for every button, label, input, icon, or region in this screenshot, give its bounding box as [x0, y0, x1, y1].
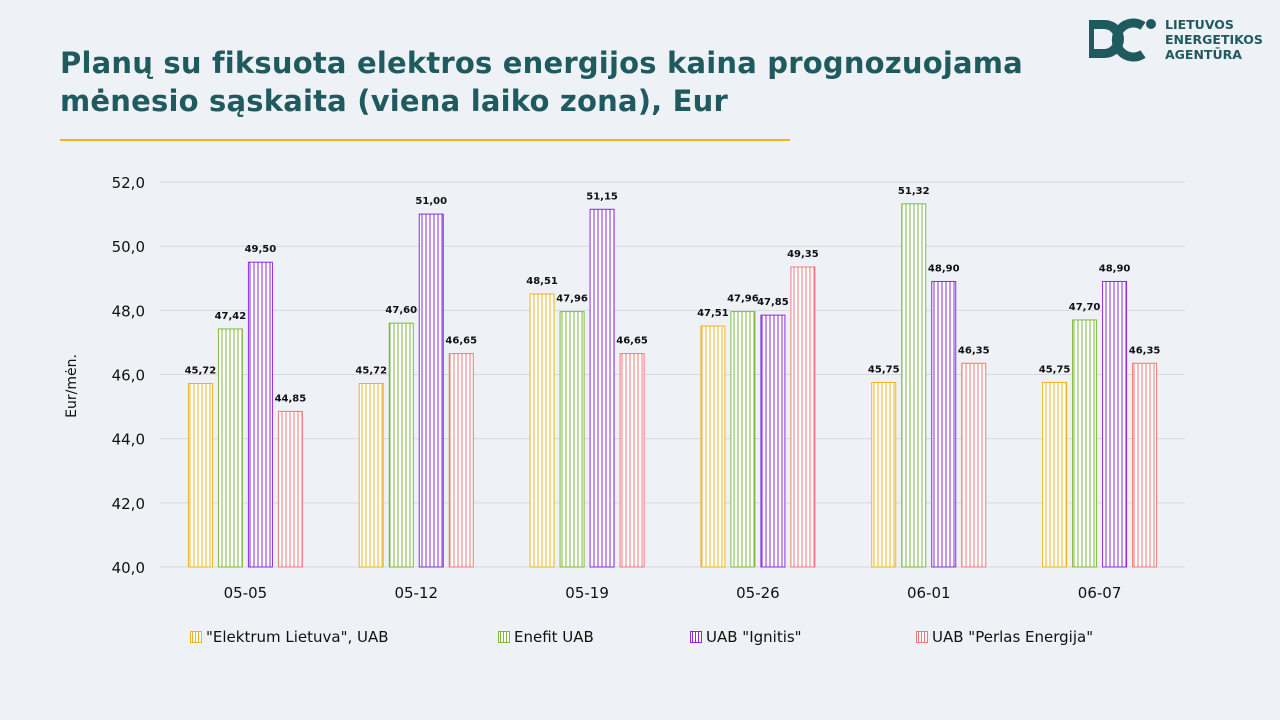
- legend-label: "Elektrum Lietuva", UAB: [206, 628, 389, 646]
- page-title: Planų su fiksuota elektros energijos kai…: [60, 44, 1023, 120]
- y-tick-label: 44,0: [112, 431, 145, 449]
- data-labels: 45,72 47,42 49,50 44,85 45,72 47,60 51,00 46,65…: [185, 186, 1161, 405]
- legend-item: UAB "Ignitis": [690, 628, 802, 646]
- y-tick-label: 52,0: [112, 174, 145, 192]
- data-label: 45,72: [355, 365, 387, 376]
- logo-line-3: AGENTŪRA: [1165, 46, 1242, 62]
- y-tick-label: 40,0: [112, 559, 145, 577]
- data-label: 46,35: [1129, 345, 1161, 356]
- bar: [358, 382, 384, 568]
- data-label: 47,96: [556, 294, 588, 305]
- legend-item: Enefit UAB: [498, 628, 594, 646]
- y-tick-label: 46,0: [112, 367, 145, 385]
- grid-lines: [160, 181, 1185, 568]
- bar: [1132, 362, 1158, 568]
- data-label: 47,51: [697, 308, 729, 319]
- data-label: 46,35: [958, 345, 990, 356]
- bar: [247, 261, 273, 568]
- legend-label: UAB "Ignitis": [706, 628, 802, 646]
- legend-label: UAB "Perlas Energija": [932, 628, 1094, 646]
- legend-swatch: [190, 631, 202, 643]
- data-label: 49,35: [787, 249, 819, 260]
- bar: [448, 353, 474, 568]
- legend-swatch: [916, 631, 928, 643]
- data-label: 47,42: [215, 311, 247, 322]
- x-tick-label: 05-26: [736, 584, 780, 602]
- y-tick-label: 48,0: [112, 302, 145, 320]
- bar: [1072, 319, 1098, 568]
- bar: [871, 382, 897, 568]
- bar: [961, 362, 987, 568]
- data-label: 51,00: [415, 196, 447, 207]
- bar: [418, 213, 444, 568]
- legend-swatch: [498, 631, 510, 643]
- data-label: 45,72: [185, 365, 217, 376]
- legend-swatch: [690, 631, 702, 643]
- bar: [277, 410, 303, 568]
- bar: [931, 280, 957, 568]
- x-tick-label: 05-19: [565, 584, 609, 602]
- data-label: 46,65: [616, 336, 648, 347]
- bar: [619, 353, 645, 568]
- data-label: 48,90: [928, 263, 960, 274]
- x-tick-label: 06-01: [907, 584, 951, 602]
- y-tick-label: 50,0: [112, 238, 145, 256]
- bar: [559, 311, 585, 568]
- bar: [529, 293, 555, 568]
- legend-item: "Elektrum Lietuva", UAB: [190, 628, 389, 646]
- data-label: 47,70: [1069, 302, 1101, 313]
- data-label: 45,75: [1039, 365, 1071, 376]
- data-label: 48,51: [526, 276, 558, 287]
- title-underline: [60, 139, 790, 141]
- bar: [217, 328, 243, 568]
- bar: [700, 325, 726, 568]
- y-tick-label: 42,0: [112, 495, 145, 513]
- data-label: 47,85: [757, 297, 789, 308]
- data-label: 49,50: [245, 244, 277, 255]
- title-line-1: Planų su fiksuota elektros energijos kai…: [60, 46, 1023, 80]
- title-line-2: mėnesio sąskaita (viena laiko zona), Eur: [60, 84, 729, 118]
- bar: [790, 266, 816, 568]
- data-label: 48,90: [1099, 263, 1131, 274]
- data-label: 51,32: [898, 186, 930, 197]
- bar: [1042, 382, 1068, 568]
- data-label: 45,75: [868, 365, 900, 376]
- bar: [1102, 280, 1128, 568]
- logo-mark-icon: [1089, 18, 1156, 62]
- data-label: 51,15: [586, 191, 618, 202]
- logo-text: LIETUVOS ENERGETIKOS AGENTŪRA: [1165, 17, 1263, 62]
- data-label: 44,85: [275, 393, 307, 404]
- bars: [187, 203, 1158, 568]
- logo-line-2: ENERGETIKOS: [1165, 31, 1263, 47]
- logo-line-1: LIETUVOS: [1165, 16, 1234, 32]
- data-label: 46,65: [445, 336, 477, 347]
- bar: [187, 382, 213, 568]
- x-tick-label: 05-12: [394, 584, 438, 602]
- y-axis-ticks: 40,0 42,0 44,0 46,0 48,0 50,0 52,0: [112, 174, 145, 577]
- bar: [760, 314, 786, 568]
- y-axis-label: Eur/mėn.: [64, 354, 80, 418]
- bar: [388, 322, 414, 568]
- bar: [589, 208, 615, 568]
- legend-item: UAB "Perlas Energija": [916, 628, 1093, 646]
- x-tick-label: 06-07: [1078, 584, 1122, 602]
- data-label: 47,96: [727, 294, 759, 305]
- bar: [730, 311, 756, 568]
- bar: [901, 203, 927, 568]
- chart-legend: "Elektrum Lietuva", UAB Enefit UAB UAB "Ig…: [190, 628, 1190, 648]
- legend-label: Enefit UAB: [514, 628, 594, 646]
- x-tick-label: 05-05: [224, 584, 268, 602]
- data-label: 47,60: [385, 305, 417, 316]
- x-axis-ticks: 05-05 05-12 05-19 05-26 06-01 06-07: [224, 584, 1122, 602]
- agency-logo: LIETUVOS ENERGETIKOS AGENTŪRA: [1085, 16, 1263, 62]
